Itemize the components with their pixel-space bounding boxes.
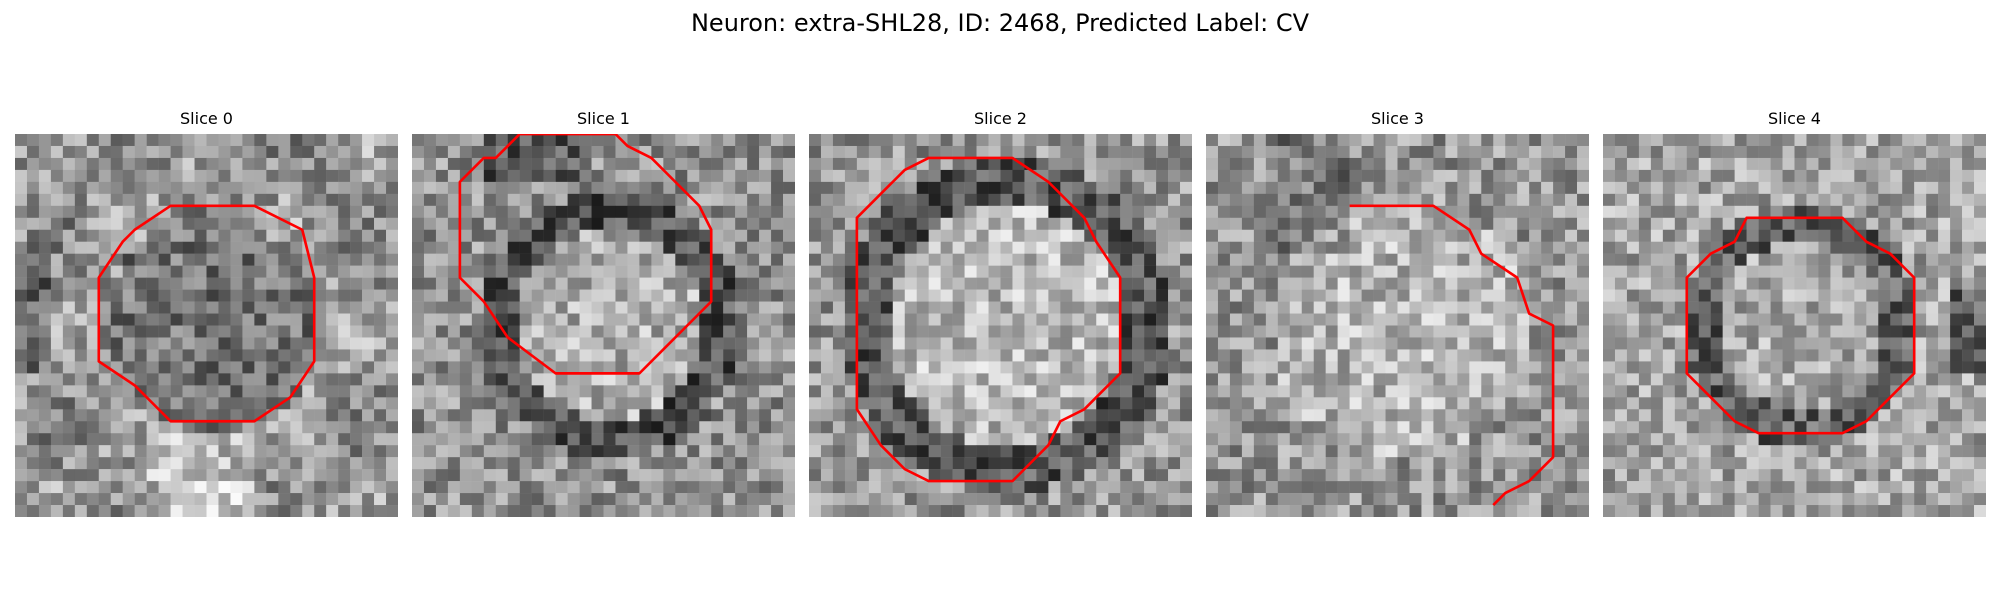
slice-image-4 [1603,134,1986,517]
slice-svg-3 [1206,134,1589,517]
segmentation-contour [1685,216,1916,435]
segmentation-contour [1349,204,1555,506]
slice-image-1 [412,134,795,517]
slice-svg-2 [809,134,1192,517]
slice-panel-1: Slice 1 [412,108,795,517]
segmentation-contour [458,134,713,375]
slice-title-1: Slice 1 [577,109,630,128]
slice-svg-4 [1603,134,1986,517]
pixel-grid [1603,134,1986,517]
slice-image-0 [15,134,398,517]
slice-image-2 [809,134,1192,517]
slice-image-3 [1206,134,1589,517]
pixel-grid [1206,134,1589,517]
slice-title-2: Slice 2 [974,109,1027,128]
pixel-grid [809,134,1192,517]
slice-svg-1 [412,134,795,517]
slice-title-3: Slice 3 [1371,109,1424,128]
slice-panel-2: Slice 2 [809,108,1192,517]
slice-panel-0: Slice 0 [15,108,398,517]
segmentation-contour [97,204,316,423]
slice-svg-0 [15,134,398,517]
slice-title-0: Slice 0 [180,109,233,128]
slice-panel-3: Slice 3 [1206,108,1589,517]
pixel-grid [15,134,398,517]
pixel-grid [412,134,795,517]
figure-title: Neuron: extra-SHL28, ID: 2468, Predicted… [690,9,1310,37]
segmentation-contour [855,156,1122,483]
slice-title-4: Slice 4 [1768,109,1821,128]
slice-panel-4: Slice 4 [1603,108,1986,517]
